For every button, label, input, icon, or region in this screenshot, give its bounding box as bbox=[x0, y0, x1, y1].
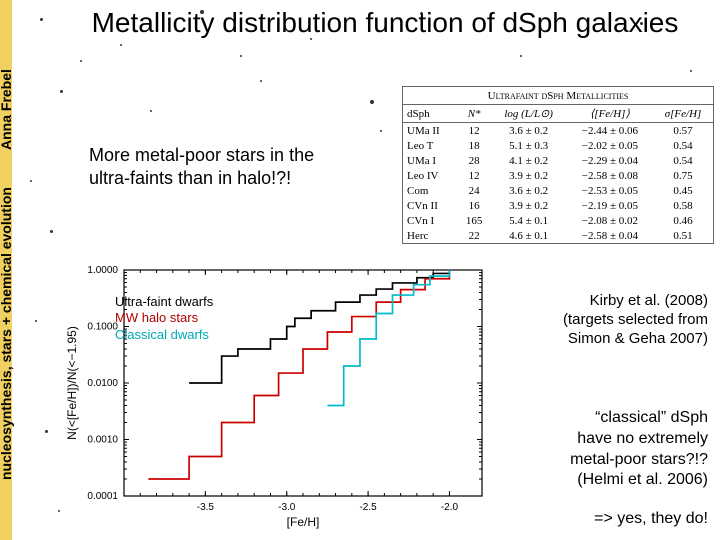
annotation-line: ultra-faints than in halo!?! bbox=[89, 167, 314, 190]
table-cell: UMa I bbox=[403, 153, 458, 168]
legend-item-classical: Classical dwarfs bbox=[115, 327, 213, 343]
table-row: Com243.6 ± 0.2−2.53 ± 0.050.45 bbox=[403, 183, 713, 198]
sidebar-author-label: Anna Frebel bbox=[0, 69, 14, 150]
table-cell: 12 bbox=[458, 168, 491, 183]
table-row: CVn II163.9 ± 0.2−2.19 ± 0.050.58 bbox=[403, 198, 713, 213]
table-cell: 28 bbox=[458, 153, 491, 168]
sidebar-topic-label: nucleosynthesis, stars + chemical evolut… bbox=[0, 187, 14, 480]
cite-line: metal-poor stars?!? bbox=[570, 450, 708, 471]
table-cell: 18 bbox=[458, 138, 491, 153]
table-row: Leo IV123.9 ± 0.2−2.58 ± 0.080.75 bbox=[403, 168, 713, 183]
cite-line: (targets selected from bbox=[563, 311, 708, 330]
svg-text:0.0010: 0.0010 bbox=[87, 435, 118, 446]
chart-legend: Ultra-faint dwarfs MW halo stars Classic… bbox=[115, 294, 213, 343]
table-cell: −2.08 ± 0.02 bbox=[567, 213, 653, 228]
table-cell: CVn I bbox=[403, 213, 458, 228]
svg-text:[Fe/H]: [Fe/H] bbox=[287, 515, 320, 529]
svg-text:-2.0: -2.0 bbox=[441, 502, 459, 513]
conclusion-text: => yes, they do! bbox=[594, 510, 708, 528]
table-cell: −2.58 ± 0.04 bbox=[567, 228, 653, 243]
citation-kirby: Kirby et al. (2008) (targets selected fr… bbox=[563, 292, 708, 348]
table-cell: Leo IV bbox=[403, 168, 458, 183]
cite-line: “classical” dSph bbox=[570, 408, 708, 429]
svg-text:1.0000: 1.0000 bbox=[87, 265, 118, 276]
table-body: UMa II123.6 ± 0.2−2.44 ± 0.060.57Leo T18… bbox=[403, 123, 713, 244]
metallicity-table: Ultrafaint dSph Metallicities dSphN*log … bbox=[402, 86, 714, 244]
table-row: Leo T185.1 ± 0.3−2.02 ± 0.050.54 bbox=[403, 138, 713, 153]
cite-line: (Helmi et al. 2006) bbox=[570, 470, 708, 491]
cite-line: have no extremely bbox=[570, 429, 708, 450]
table-row: UMa I284.1 ± 0.2−2.29 ± 0.040.54 bbox=[403, 153, 713, 168]
table-cell: Leo T bbox=[403, 138, 458, 153]
table-cell: 0.58 bbox=[653, 198, 713, 213]
table-col-header: N* bbox=[458, 105, 491, 123]
table-cell: −2.53 ± 0.05 bbox=[567, 183, 653, 198]
table-cell: 0.54 bbox=[653, 138, 713, 153]
table-cell: UMa II bbox=[403, 123, 458, 139]
table-cell: 0.51 bbox=[653, 228, 713, 243]
table-row: CVn I1655.4 ± 0.1−2.08 ± 0.020.46 bbox=[403, 213, 713, 228]
table-cell: 3.6 ± 0.2 bbox=[491, 183, 567, 198]
svg-text:0.1000: 0.1000 bbox=[87, 322, 118, 333]
table-cell: −2.29 ± 0.04 bbox=[567, 153, 653, 168]
legend-item-halo: MW halo stars bbox=[115, 310, 213, 326]
table-cell: 3.9 ± 0.2 bbox=[491, 168, 567, 183]
table-col-header: ⟨[Fe/H]⟩ bbox=[567, 105, 653, 123]
svg-text:N(<[Fe/H])/N(<−1.95): N(<[Fe/H])/N(<−1.95) bbox=[65, 326, 79, 440]
svg-text:-2.5: -2.5 bbox=[359, 502, 377, 513]
table-cell: Herc bbox=[403, 228, 458, 243]
table-cell: 0.45 bbox=[653, 183, 713, 198]
table-cell: CVn II bbox=[403, 198, 458, 213]
table-cell: 165 bbox=[458, 213, 491, 228]
table-header-row: dSphN*log (L/L⊙)⟨[Fe/H]⟩σ[Fe/H] bbox=[403, 105, 713, 123]
svg-text:-3.5: -3.5 bbox=[197, 502, 215, 513]
page-title: Metallicity distribution function of dSp… bbox=[60, 6, 710, 40]
table-cell: 4.6 ± 0.1 bbox=[491, 228, 567, 243]
svg-text:0.0100: 0.0100 bbox=[87, 378, 118, 389]
table-col-header: dSph bbox=[403, 105, 458, 123]
table-cell: 12 bbox=[458, 123, 491, 139]
table-cell: 16 bbox=[458, 198, 491, 213]
table-cell: 3.6 ± 0.2 bbox=[491, 123, 567, 139]
annotation-line: More metal-poor stars in the bbox=[89, 144, 314, 167]
cite-line: Kirby et al. (2008) bbox=[563, 292, 708, 311]
table-cell: −2.58 ± 0.08 bbox=[567, 168, 653, 183]
data-table: dSphN*log (L/L⊙)⟨[Fe/H]⟩σ[Fe/H] UMa II12… bbox=[403, 105, 713, 243]
table-cell: 22 bbox=[458, 228, 491, 243]
table-cell: Com bbox=[403, 183, 458, 198]
table-title: Ultrafaint dSph Metallicities bbox=[403, 87, 713, 105]
table-cell: 0.57 bbox=[653, 123, 713, 139]
citation-helmi: “classical” dSph have no extremely metal… bbox=[570, 408, 708, 491]
table-cell: 3.9 ± 0.2 bbox=[491, 198, 567, 213]
table-col-header: σ[Fe/H] bbox=[653, 105, 713, 123]
table-cell: 4.1 ± 0.2 bbox=[491, 153, 567, 168]
cite-line: Simon & Geha 2007) bbox=[563, 330, 708, 349]
table-row: UMa II123.6 ± 0.2−2.44 ± 0.060.57 bbox=[403, 123, 713, 139]
svg-text:-3.0: -3.0 bbox=[278, 502, 296, 513]
table-cell: −2.19 ± 0.05 bbox=[567, 198, 653, 213]
svg-text:0.0001: 0.0001 bbox=[87, 491, 118, 502]
legend-item-ultrafaint: Ultra-faint dwarfs bbox=[115, 294, 213, 310]
table-cell: 24 bbox=[458, 183, 491, 198]
table-cell: 0.46 bbox=[653, 213, 713, 228]
table-cell: 0.75 bbox=[653, 168, 713, 183]
table-cell: −2.44 ± 0.06 bbox=[567, 123, 653, 139]
annotation-main: More metal-poor stars in the ultra-faint… bbox=[85, 142, 318, 191]
table-row: Herc224.6 ± 0.1−2.58 ± 0.040.51 bbox=[403, 228, 713, 243]
table-col-header: log (L/L⊙) bbox=[491, 105, 567, 123]
table-cell: 5.4 ± 0.1 bbox=[491, 213, 567, 228]
table-cell: 5.1 ± 0.3 bbox=[491, 138, 567, 153]
table-cell: 0.54 bbox=[653, 153, 713, 168]
table-cell: −2.02 ± 0.05 bbox=[567, 138, 653, 153]
